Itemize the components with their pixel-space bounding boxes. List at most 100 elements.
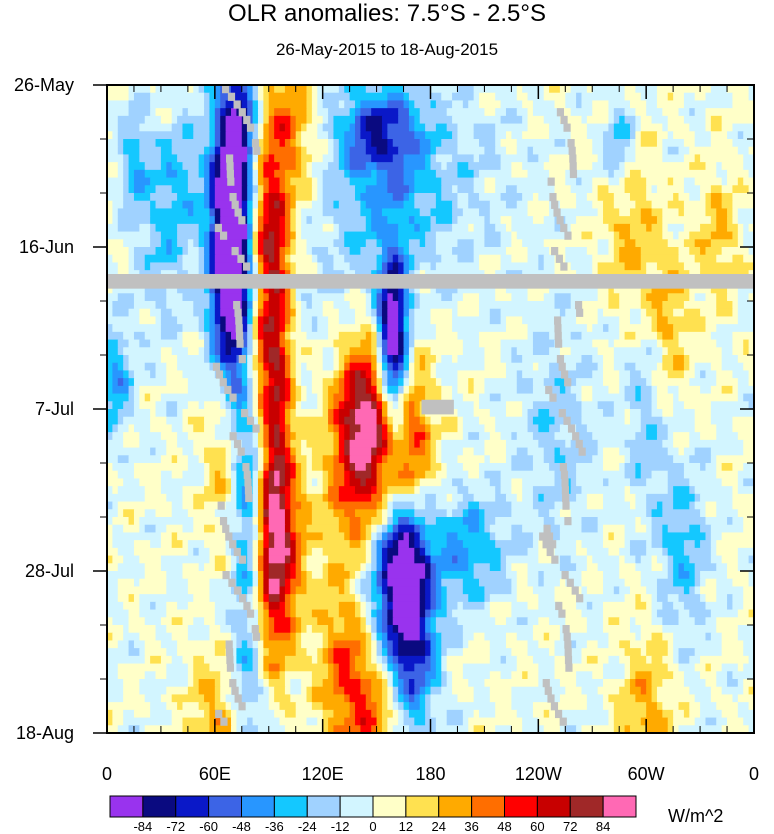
field-cell	[166, 663, 189, 672]
field-cell	[360, 200, 367, 210]
field-cell	[247, 385, 254, 395]
field-cell	[430, 625, 437, 634]
field-cell	[123, 416, 151, 426]
field-cell	[301, 401, 318, 410]
field-cell	[204, 324, 211, 333]
field-cell	[338, 524, 351, 534]
field-cell	[673, 632, 707, 642]
field-cell	[290, 493, 297, 503]
field-cell	[231, 447, 243, 456]
field-cell	[295, 617, 302, 626]
field-cell	[737, 563, 754, 572]
field-cell	[171, 162, 184, 171]
field-cell	[549, 370, 593, 379]
field-cell	[473, 92, 480, 102]
field-cell	[737, 385, 754, 395]
field-cell	[301, 385, 308, 395]
missing-cell	[566, 578, 574, 587]
field-cell	[107, 339, 119, 348]
field-cell	[252, 532, 259, 541]
field-cell	[214, 648, 227, 657]
field-cell	[387, 517, 394, 526]
field-cell	[247, 293, 254, 302]
field-cell	[209, 247, 216, 256]
field-cell	[646, 709, 663, 719]
missing-cell	[231, 247, 239, 256]
missing-cell	[554, 709, 563, 719]
field-cell	[651, 324, 658, 333]
field-cell	[198, 347, 205, 356]
field-cell	[635, 493, 647, 503]
field-cell	[257, 85, 264, 94]
field-cell	[651, 401, 658, 410]
field-cell	[549, 632, 561, 642]
field-cell	[435, 517, 464, 526]
field-cell	[425, 648, 432, 657]
field-cell	[624, 532, 653, 541]
field-cell	[257, 254, 264, 264]
field-cell	[338, 247, 351, 256]
field-cell	[376, 308, 383, 318]
field-cell	[435, 100, 453, 109]
field-cell	[182, 324, 200, 333]
field-cell	[608, 632, 636, 642]
field-cell	[150, 393, 162, 402]
field-cell	[166, 439, 178, 449]
field-cell	[743, 239, 754, 248]
field-cell	[177, 169, 189, 179]
field-cell	[257, 601, 264, 611]
field-cell	[721, 162, 744, 171]
field-cell	[290, 470, 297, 480]
field-cell	[705, 200, 712, 210]
field-cell	[403, 432, 410, 441]
field-cell	[371, 447, 378, 456]
field-cell	[646, 702, 658, 711]
field-cell	[268, 463, 275, 472]
field-cell	[576, 424, 588, 433]
field-cell	[603, 308, 631, 318]
field-cell	[716, 339, 734, 348]
field-cell	[274, 123, 281, 132]
field-cell	[716, 578, 734, 588]
field-cell	[220, 131, 227, 140]
field-cell	[586, 85, 593, 94]
field-cell	[220, 517, 243, 526]
field-cell	[155, 139, 173, 148]
field-cell	[613, 362, 626, 372]
missing-cell	[219, 517, 228, 526]
field-cell	[123, 717, 173, 726]
field-cell	[673, 725, 680, 733]
field-cell	[505, 563, 512, 572]
field-cell	[500, 355, 512, 364]
field-cell	[538, 640, 556, 649]
missing-cell	[558, 409, 566, 418]
field-cell	[403, 262, 410, 271]
field-cell	[311, 200, 324, 210]
field-cell	[694, 571, 701, 580]
field-cell	[290, 547, 297, 557]
field-cell	[220, 100, 227, 109]
field-cell	[112, 131, 119, 140]
field-cell	[231, 663, 237, 672]
field-cell	[608, 123, 615, 132]
field-cell	[328, 393, 335, 402]
field-cell	[635, 617, 653, 626]
field-cell	[322, 92, 351, 102]
field-cell	[452, 208, 464, 217]
field-cell	[247, 139, 254, 148]
field-cell	[737, 709, 754, 719]
field-cell	[241, 671, 259, 680]
field-cell	[392, 640, 399, 649]
field-cell	[392, 432, 405, 441]
field-cell	[231, 532, 254, 541]
field-cell	[360, 208, 372, 217]
field-cell	[198, 162, 205, 171]
field-cell	[743, 439, 754, 449]
field-cell	[392, 370, 399, 379]
field-cell	[214, 555, 227, 564]
field-cell	[570, 301, 577, 310]
field-cell	[284, 524, 291, 534]
field-cell	[414, 177, 442, 186]
field-cell	[435, 169, 459, 179]
field-cell	[290, 447, 297, 456]
